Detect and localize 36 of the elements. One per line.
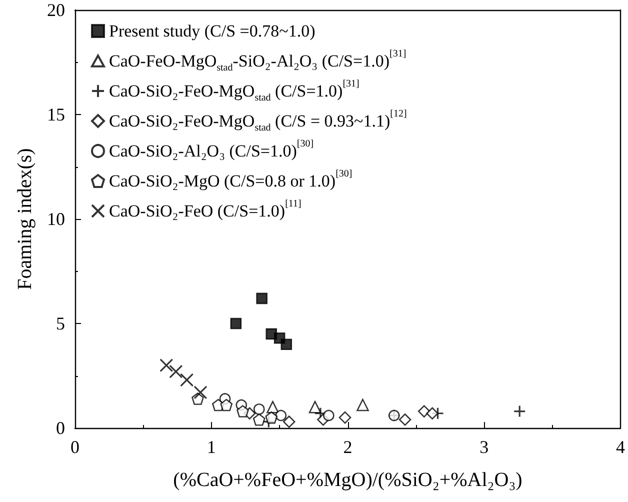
point — [356, 398, 369, 412]
y-tick-label: 5 — [56, 314, 65, 334]
y-tick-label: 0 — [56, 418, 65, 438]
x-tick-label: 4 — [616, 437, 625, 457]
point — [338, 411, 352, 424]
point — [323, 410, 334, 422]
point — [160, 358, 174, 372]
point — [230, 318, 242, 330]
y-axis-title: Foaming index(s) — [14, 148, 36, 290]
x-tick-label: 3 — [480, 437, 489, 457]
point — [266, 400, 279, 414]
point — [280, 338, 292, 350]
x-tick-label: 1 — [206, 437, 216, 457]
point — [275, 410, 287, 422]
y-tick-label: 15 — [47, 104, 65, 124]
point — [180, 373, 194, 387]
x-axis-title: (%CaO+%FeO+%MgO)/(%SiO₂+%Al₂O₃) — [173, 469, 522, 491]
point — [256, 292, 268, 304]
point — [169, 364, 183, 378]
point — [194, 386, 208, 400]
point — [426, 407, 438, 420]
point — [265, 411, 278, 424]
y-tick-label: 10 — [47, 209, 65, 229]
point — [253, 404, 265, 415]
point — [236, 405, 249, 418]
point — [220, 398, 233, 412]
x-tick-label: 0 — [70, 437, 80, 457]
point — [418, 405, 430, 418]
point — [282, 416, 296, 428]
point — [308, 400, 322, 414]
point — [513, 404, 526, 418]
x-tick-label: 2 — [343, 437, 352, 457]
y-tick-label: 20 — [47, 0, 65, 20]
legend-label: Present study (C/S =0.78~1.0) — [109, 22, 316, 40]
point — [252, 413, 266, 426]
point — [398, 413, 412, 426]
